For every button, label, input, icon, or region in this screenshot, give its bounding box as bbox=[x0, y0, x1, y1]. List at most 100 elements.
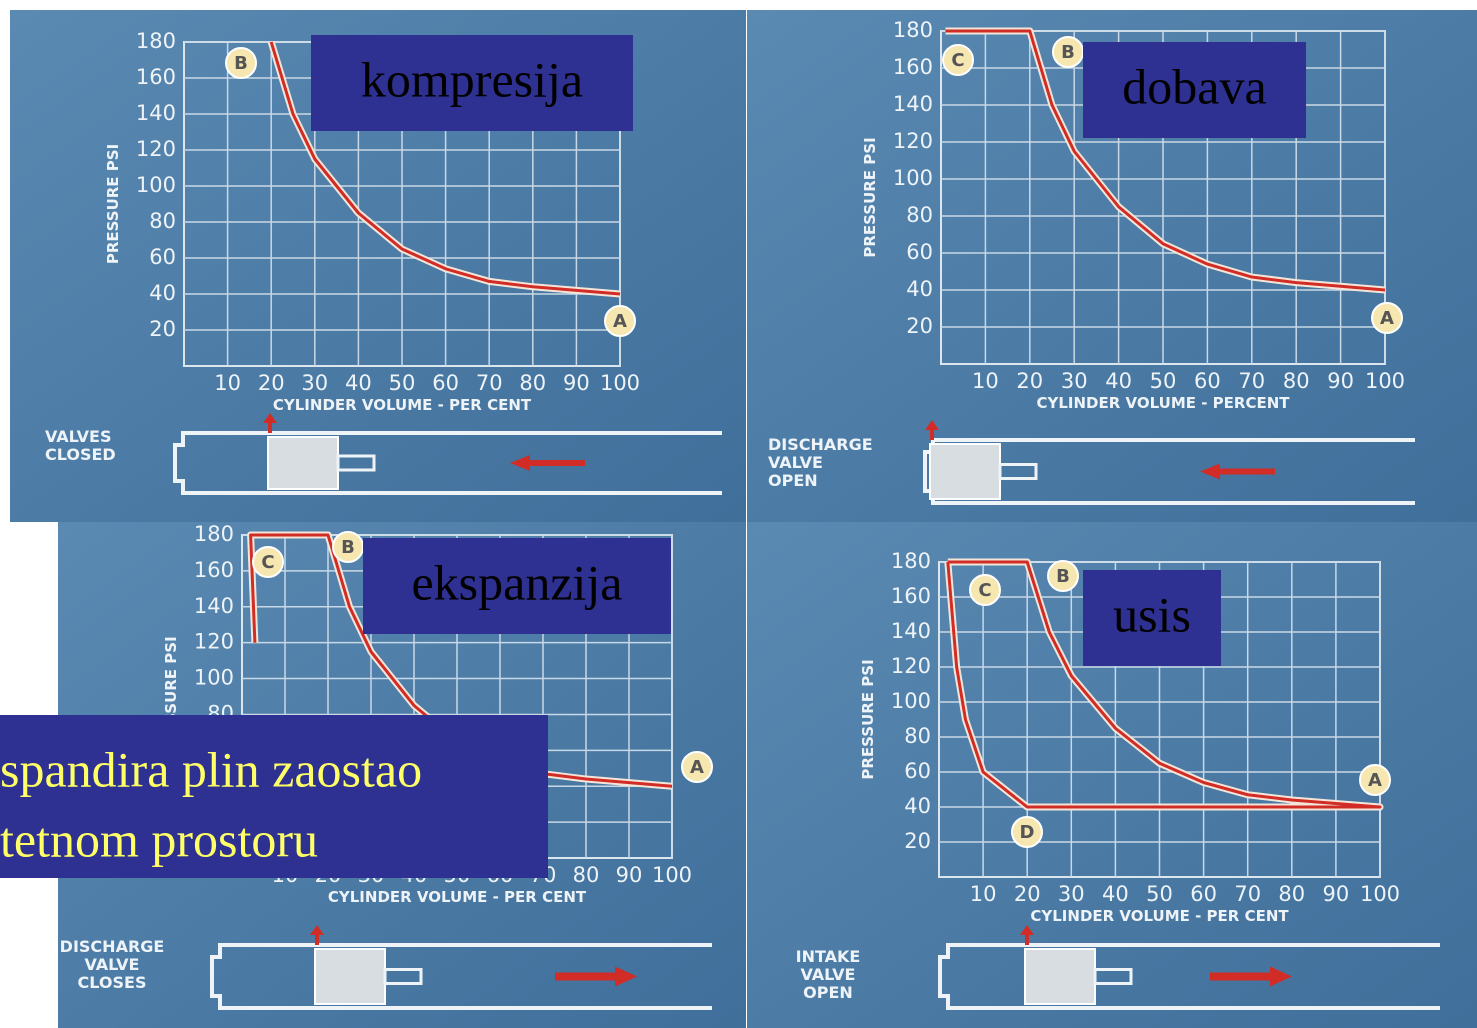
piston bbox=[268, 437, 338, 489]
y-tick-label: 180 bbox=[893, 18, 933, 42]
x-axis-label: CYLINDER VOLUME - PER CENT bbox=[1030, 907, 1289, 925]
x-tick-label: 20 bbox=[258, 371, 285, 395]
x-tick-label: 90 bbox=[1327, 369, 1354, 393]
point-label: B bbox=[234, 53, 248, 74]
chart-title: dobava bbox=[1122, 58, 1266, 114]
y-tick-label: 60 bbox=[149, 245, 176, 269]
y-tick-label: 160 bbox=[891, 584, 931, 608]
y-tick-label: 100 bbox=[136, 173, 176, 197]
y-tick-label: 180 bbox=[194, 522, 234, 546]
valve-label: VALVES bbox=[45, 427, 112, 446]
x-tick-label: 20 bbox=[1016, 369, 1043, 393]
x-tick-label: 20 bbox=[1014, 882, 1041, 906]
y-tick-label: 60 bbox=[904, 759, 931, 783]
y-tick-label: 120 bbox=[136, 137, 176, 161]
caption-line: spandira plin zaostao bbox=[0, 741, 422, 797]
x-tick-label: 80 bbox=[1283, 369, 1310, 393]
x-tick-label: 50 bbox=[389, 371, 416, 395]
x-axis-label: CYLINDER VOLUME - PER CENT bbox=[328, 888, 587, 906]
chart-title: usis bbox=[1113, 586, 1191, 642]
y-tick-label: 80 bbox=[149, 209, 176, 233]
x-tick-label: 30 bbox=[1058, 882, 1085, 906]
y-tick-label: 120 bbox=[891, 654, 931, 678]
caption-line: tetnom prostoru bbox=[0, 811, 318, 867]
y-tick-label: 140 bbox=[194, 594, 234, 618]
valve-label: VALVE bbox=[768, 453, 823, 472]
y-axis-label: PRESSURE PSI bbox=[859, 659, 877, 779]
y-tick-label: 180 bbox=[891, 549, 931, 573]
x-axis-label: CYLINDER VOLUME - PERCENT bbox=[1036, 394, 1290, 412]
valve-label: INTAKE bbox=[796, 947, 861, 966]
x-tick-label: 60 bbox=[1194, 369, 1221, 393]
y-tick-label: 20 bbox=[149, 317, 176, 341]
x-tick-label: 30 bbox=[301, 371, 328, 395]
valve-label: CLOSED bbox=[45, 445, 116, 464]
x-tick-label: 90 bbox=[616, 863, 643, 887]
x-tick-label: 50 bbox=[1146, 882, 1173, 906]
x-tick-label: 70 bbox=[1234, 882, 1261, 906]
x-tick-label: 40 bbox=[1102, 882, 1129, 906]
x-tick-label: 80 bbox=[519, 371, 546, 395]
point-label: B bbox=[1061, 42, 1075, 63]
y-tick-label: 40 bbox=[906, 277, 933, 301]
y-tick-label: 40 bbox=[904, 794, 931, 818]
x-tick-label: 90 bbox=[1323, 882, 1350, 906]
y-tick-label: 180 bbox=[136, 29, 176, 53]
y-tick-label: 120 bbox=[893, 129, 933, 153]
y-tick-label: 80 bbox=[904, 724, 931, 748]
x-tick-label: 80 bbox=[1278, 882, 1305, 906]
point-label: D bbox=[1020, 822, 1035, 843]
x-tick-label: 100 bbox=[1365, 369, 1405, 393]
y-tick-label: 120 bbox=[194, 630, 234, 654]
x-tick-label: 70 bbox=[1238, 369, 1265, 393]
point-label: C bbox=[261, 552, 274, 573]
piston bbox=[315, 949, 385, 1004]
y-tick-label: 160 bbox=[136, 65, 176, 89]
x-tick-label: 10 bbox=[972, 369, 999, 393]
x-axis-label: CYLINDER VOLUME - PER CENT bbox=[273, 396, 532, 414]
y-tick-label: 160 bbox=[194, 558, 234, 582]
valve-label: OPEN bbox=[768, 471, 818, 490]
point-label: B bbox=[1056, 566, 1070, 587]
y-tick-label: 40 bbox=[149, 281, 176, 305]
valve-label: DISCHARGE bbox=[768, 435, 873, 454]
valve-label: CLOSES bbox=[78, 973, 147, 992]
point-label: B bbox=[341, 537, 355, 558]
y-axis-label: PRESSURE PSI bbox=[104, 144, 122, 264]
y-tick-label: 140 bbox=[136, 101, 176, 125]
valve-label: OPEN bbox=[803, 983, 853, 1002]
y-tick-label: 100 bbox=[893, 166, 933, 190]
y-tick-label: 20 bbox=[906, 314, 933, 338]
y-tick-label: 80 bbox=[906, 203, 933, 227]
point-label: A bbox=[613, 311, 627, 332]
point-label: A bbox=[690, 757, 704, 778]
y-tick-label: 140 bbox=[891, 619, 931, 643]
x-tick-label: 100 bbox=[1360, 882, 1400, 906]
x-tick-label: 100 bbox=[652, 863, 692, 887]
y-tick-label: 100 bbox=[891, 689, 931, 713]
x-tick-label: 60 bbox=[1190, 882, 1217, 906]
piston bbox=[930, 444, 1000, 499]
x-tick-label: 100 bbox=[600, 371, 640, 395]
chart-title: ekspanzija bbox=[411, 554, 622, 610]
y-tick-label: 100 bbox=[194, 666, 234, 690]
x-tick-label: 60 bbox=[432, 371, 459, 395]
x-tick-label: 90 bbox=[563, 371, 590, 395]
x-tick-label: 70 bbox=[476, 371, 503, 395]
y-tick-label: 160 bbox=[893, 55, 933, 79]
x-tick-label: 40 bbox=[1105, 369, 1132, 393]
x-tick-label: 30 bbox=[1061, 369, 1088, 393]
piston bbox=[1025, 949, 1095, 1004]
y-tick-label: 60 bbox=[906, 240, 933, 264]
x-tick-label: 40 bbox=[345, 371, 372, 395]
point-label: C bbox=[951, 50, 964, 71]
point-label: A bbox=[1380, 308, 1394, 329]
valve-label: VALVE bbox=[801, 965, 856, 984]
point-label: C bbox=[978, 580, 991, 601]
valve-label: VALVE bbox=[85, 955, 140, 974]
y-axis-label: PRESSURE PSI bbox=[861, 137, 879, 257]
valve-label: DISCHARGE bbox=[60, 937, 165, 956]
chart-title: kompresija bbox=[361, 51, 583, 107]
y-tick-label: 140 bbox=[893, 92, 933, 116]
x-tick-label: 80 bbox=[573, 863, 600, 887]
